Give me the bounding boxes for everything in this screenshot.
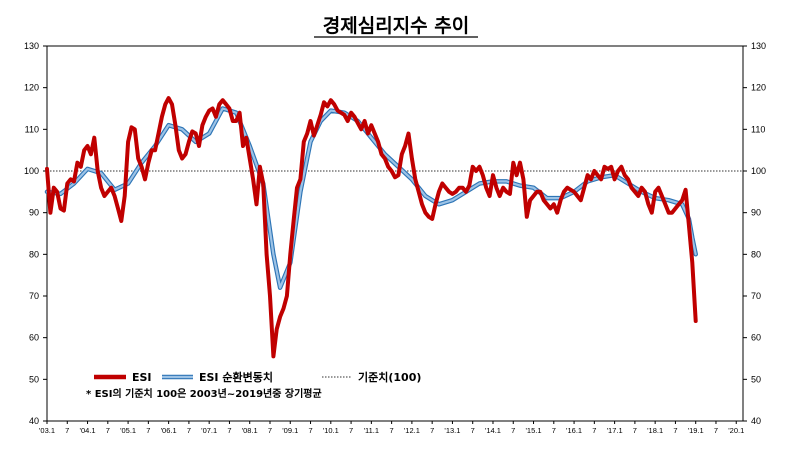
y-tick-label-left: 70 (29, 291, 39, 301)
y-tick-label-right: 110 (751, 124, 765, 134)
x-tick-label: 7 (65, 426, 69, 435)
y-tick-label-left: 90 (29, 208, 39, 218)
y-tick-label-left: 130 (24, 41, 39, 51)
x-tick-label: 7 (552, 426, 556, 435)
x-tick-label: '06.1 (161, 426, 177, 435)
y-tick-label-left: 40 (29, 416, 39, 426)
x-tick-label: '15.1 (526, 426, 542, 435)
x-tick-label: 7 (106, 426, 110, 435)
y-tick-label-right: 80 (751, 249, 761, 259)
series-esi-cyclical-outline (44, 106, 698, 290)
x-tick-label: '20.1 (728, 426, 744, 435)
x-tick-label: '19.1 (688, 426, 704, 435)
legend-cyclical-label: ESI 순환변동치 (199, 370, 273, 384)
y-tick-label-left: 110 (25, 124, 39, 134)
x-tick-label: '10.1 (323, 426, 339, 435)
x-tick-label: 7 (673, 426, 677, 435)
x-tick-label: 7 (146, 426, 150, 435)
x-tick-label: 7 (390, 426, 394, 435)
x-tick-label: '07.1 (201, 426, 217, 435)
plot-area: 40 40 50 50 60 60 70 70 80 80 90 90 100 100 110 110 120 1… (24, 41, 766, 435)
series-esi-cyclical-line (45, 107, 697, 289)
x-tick-label: '14.1 (485, 426, 501, 435)
legend-reference-label: 기준치(100) (358, 370, 421, 384)
series-esi-line (45, 96, 698, 359)
x-tick-label: 7 (430, 426, 434, 435)
y-tick-label-right: 50 (751, 374, 761, 384)
x-tick-label: '03.1 (39, 426, 55, 435)
footnote: * ESI의 기준치 100은 2003년~2019년중 장기평균 (86, 387, 322, 400)
x-tick-label: 7 (471, 426, 475, 435)
x-tick-label: 7 (268, 426, 272, 435)
x-tick-label: 7 (349, 426, 353, 435)
legend-esi-label: ESI (132, 371, 152, 384)
plot-frame (46, 45, 744, 422)
x-tick-label: '12.1 (404, 426, 420, 435)
x-tick-label: 7 (187, 426, 191, 435)
x-tick-label: '13.1 (444, 426, 460, 435)
y-tick-label-right: 130 (751, 41, 766, 51)
x-tick-label: '05.1 (120, 426, 136, 435)
x-tick-label: 7 (308, 426, 312, 435)
x-tick-label: '08.1 (242, 426, 258, 435)
chart-title: 경제심리지수 추이 (323, 15, 469, 37)
x-tick-label: '11.1 (364, 426, 379, 435)
x-tick-label: 7 (633, 426, 637, 435)
x-tick-label: 7 (714, 426, 718, 435)
y-tick-label-right: 90 (751, 208, 761, 218)
y-tick-label-left: 50 (29, 374, 39, 384)
y-tick-label-left: 100 (24, 166, 39, 176)
x-tick-label: '16.1 (566, 426, 582, 435)
y-tick-label-left: 60 (29, 333, 39, 343)
x-tick-label: '04.1 (80, 426, 96, 435)
y-tick-label-left: 120 (24, 83, 39, 93)
legend: ESI ESI 순환변동치 기준치(100) * ESI의 기준치 100은 2003… (86, 370, 421, 400)
x-tick-label: 7 (227, 426, 231, 435)
y-tick-label-right: 60 (751, 333, 761, 343)
y-tick-label-right: 100 (751, 166, 766, 176)
x-tick-label: '17.1 (607, 426, 623, 435)
x-tick-label: '18.1 (647, 426, 663, 435)
x-tick-label: '09.1 (282, 426, 298, 435)
y-tick-label-left: 80 (29, 249, 39, 259)
y-tick-label-right: 40 (751, 416, 761, 426)
y-tick-label-right: 120 (751, 83, 766, 93)
x-tick-label: 7 (592, 426, 596, 435)
y-tick-label-right: 70 (751, 291, 761, 301)
x-tick-label: 7 (511, 426, 515, 435)
